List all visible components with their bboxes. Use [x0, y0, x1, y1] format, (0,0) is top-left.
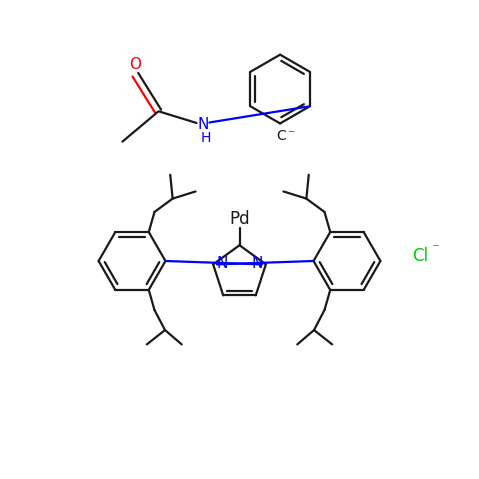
Text: ⁻: ⁻ [432, 241, 440, 257]
Text: Pd: Pd [229, 210, 250, 228]
Text: N: N [216, 256, 228, 271]
Text: N: N [251, 256, 263, 271]
Text: O: O [129, 57, 141, 72]
Text: C: C [276, 129, 286, 143]
Text: N: N [198, 117, 209, 132]
Text: Cl: Cl [412, 247, 428, 265]
Text: ⁻: ⁻ [287, 128, 294, 142]
Text: H: H [201, 131, 211, 145]
